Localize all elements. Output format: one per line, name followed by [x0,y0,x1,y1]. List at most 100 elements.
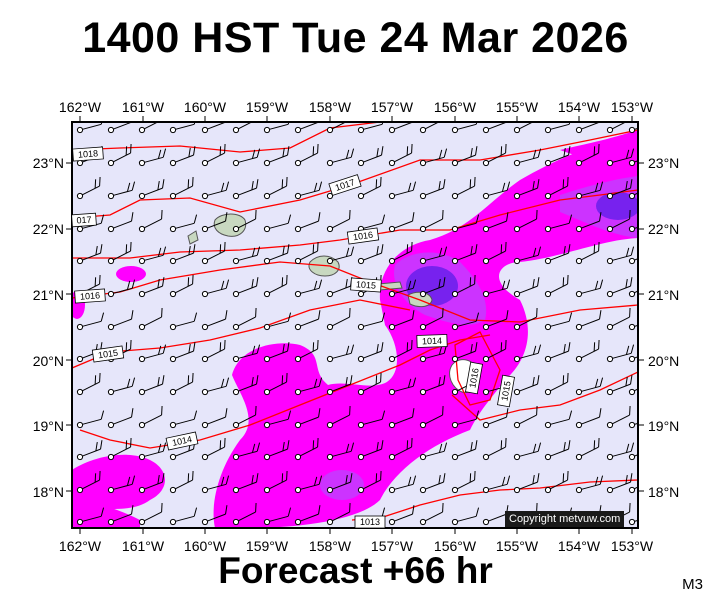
x-tick-label: 160°W [184,99,227,115]
wind-barb [419,209,444,233]
wind-barb [263,146,290,167]
wind-barb [201,212,228,233]
x-tick-label: 156°W [434,99,477,115]
wind-barb [482,212,509,233]
wind-barb [388,279,417,298]
y-tick-label: 21°N [33,287,64,303]
wind-barb [294,310,321,331]
wind-barb [138,277,165,298]
wind-barb [232,344,261,363]
wind-barb [606,277,633,298]
wind-barb [388,377,417,396]
wind-barb [232,442,261,461]
precip-area-main [213,132,638,528]
wind-barb [388,122,414,134]
isobar-label: 1013 [360,517,380,527]
wind-barb [575,310,602,331]
wind-barb [294,241,319,265]
wind-barb [575,437,600,461]
wind-barb [357,342,384,363]
wind-barb [482,505,509,526]
wind-barb [544,312,573,331]
isobar-labels: 1018 1017 017 1016 1016 1015 1015 1014 [71,146,515,529]
wind-barb [169,146,196,167]
wind-barb [107,505,134,526]
wind-barb [451,342,478,363]
wind-barb [138,344,167,363]
wind-barb [232,307,257,331]
wind-barb [294,408,321,429]
wind-barb [232,148,261,167]
wind-barb [357,176,382,200]
wind-barb [451,470,476,494]
wind-barb [606,344,635,363]
wind-barb [513,307,538,331]
wind-barb [138,473,165,494]
wind-barb [451,244,478,265]
wind-barb [107,408,134,429]
wind-barb [575,122,601,134]
wind-barb [451,440,478,461]
wind-barb [326,122,347,134]
wind-barb [263,342,290,363]
wind-barb [294,475,323,494]
wind-barb [107,181,136,200]
wind-barb [294,212,321,233]
isobar-label: 1014 [422,336,442,347]
wind-barb [388,505,415,526]
wind-barb [419,405,444,429]
wind-barb [76,507,105,526]
wind-barb [544,440,571,461]
isobar-label: 1015 [499,380,512,401]
wind-barb [201,122,227,134]
wind-barb [482,143,507,167]
wind-barb [138,442,167,461]
wind-barb [544,214,573,233]
wind-barb [76,244,103,265]
wind-barb [263,214,292,233]
wind-barb [419,179,446,200]
chart-code: M3 [682,576,703,593]
y-axis-right: 23°N 22°N 21°N 20°N 19°N 18°N [648,155,679,500]
isobar-label: 1016 [467,367,480,388]
wind-barb [357,410,386,429]
wind-barb [169,342,196,363]
wind-barb [326,405,351,429]
wind-barb [232,405,257,429]
wind-barb [357,244,384,265]
wind-barb [513,473,540,494]
wind-barb [575,408,602,429]
wind-barb [263,372,288,396]
wind-barb [513,277,540,298]
wind-barb [232,246,261,265]
wind-barb [294,505,321,526]
y-tick-label: 22°N [648,221,679,237]
x-tick-label: 162°W [59,99,102,115]
wind-barb [326,375,353,396]
wind-barb [451,410,480,429]
x-tick-label: 161°W [122,538,165,554]
precip-area-sw [72,503,140,528]
y-tick-label: 23°N [33,155,64,171]
island-kauai [213,213,247,237]
x-tick-label: 161°W [122,99,165,115]
wind-barb [294,279,323,298]
wind-barb [169,312,198,331]
x-tick-label: 154°W [558,538,601,554]
wind-barb [138,405,163,429]
wind-barb [263,470,288,494]
wind-barb [513,375,540,396]
wind-barb [169,274,194,298]
wind-barb [169,214,198,233]
wind-barb [138,148,167,167]
y-tick-label: 19°N [648,418,679,434]
wind-barb [451,176,476,200]
wind-barb [232,502,257,526]
wind-barb [76,122,103,134]
wind-barb [138,122,159,134]
wind-barb [575,181,604,200]
wind-barb [419,246,448,265]
wind-barb [263,274,288,298]
y-tick-label: 18°N [33,484,64,500]
wind-barb [606,405,631,429]
